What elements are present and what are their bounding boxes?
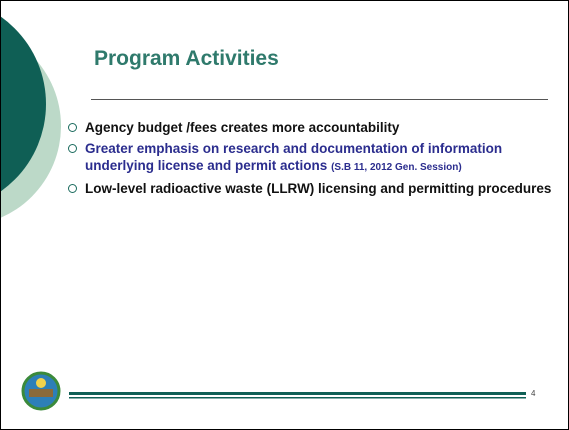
bullet-list: Agency budget /fees creates more account… (67, 119, 557, 201)
bullet-text: Greater emphasis on research and documen… (85, 141, 503, 173)
title-rule (91, 99, 548, 100)
footer-line (69, 392, 526, 395)
logo (21, 371, 61, 411)
bullet-text: Agency budget /fees creates more account… (85, 120, 400, 135)
bullet-text: Low-level radioactive waste (LLRW) licen… (85, 181, 552, 196)
bullet: Greater emphasis on research and documen… (67, 140, 557, 176)
title: Program Activities (94, 47, 279, 70)
dark-circle (1, 16, 46, 192)
bullet: Agency budget /fees creates more account… (67, 119, 557, 136)
footer-line (69, 397, 526, 399)
page-number: 4 (531, 389, 536, 398)
bullet-note: (S.B 11, 2012 Gen. Session) (331, 162, 462, 173)
bullet: Low-level radioactive waste (LLRW) licen… (67, 180, 557, 197)
